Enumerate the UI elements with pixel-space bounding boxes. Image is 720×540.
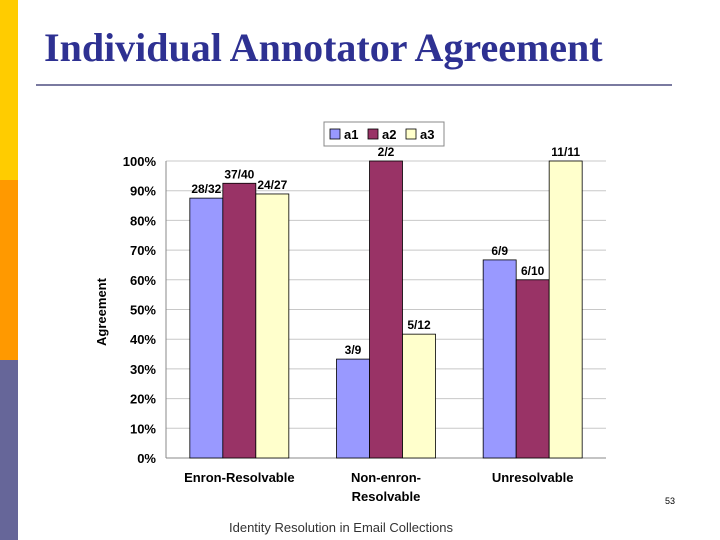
x-tick-label: Non-enron-: [351, 470, 421, 485]
legend-swatch-a2: [367, 128, 379, 140]
bar-a2-2: [515, 279, 550, 459]
title-divider: [36, 84, 672, 86]
bar-a2-1: [369, 160, 403, 459]
sidebar-middle-stripe: [0, 180, 18, 360]
legend-box: [323, 121, 445, 147]
footer-text: Identity Resolution in Email Collections: [229, 520, 453, 535]
bar-a3-2: [548, 160, 583, 459]
y-axis-title: Agreement: [94, 277, 109, 346]
y-tick-label: 10%: [130, 421, 156, 436]
y-tick-label: 70%: [130, 243, 156, 258]
x-tick-label: Unresolvable: [492, 470, 574, 485]
data-label: 37/40: [224, 167, 254, 181]
y-tick-label: 30%: [130, 362, 156, 377]
x-tick-label: Resolvable: [352, 489, 421, 504]
legend-label: a2: [382, 127, 396, 142]
page-number: 53: [665, 496, 676, 506]
data-label: 6/9: [491, 244, 508, 258]
data-label: 28/32: [191, 182, 221, 196]
legend-swatch-a1: [329, 128, 341, 140]
bar-a1-1: [336, 358, 370, 459]
data-label: 5/12: [407, 318, 431, 332]
bar-a3-1: [402, 333, 436, 459]
data-label: 6/10: [521, 264, 545, 278]
y-tick-label: 60%: [130, 273, 156, 288]
bar-a1-2: [482, 259, 517, 459]
data-label: 2/2: [378, 145, 395, 159]
y-tick-label: 0%: [137, 451, 156, 466]
legend-label: a1: [344, 127, 358, 142]
y-tick-label: 100%: [123, 154, 157, 169]
data-label: 24/27: [257, 178, 287, 192]
x-tick-label: Enron-Resolvable: [184, 470, 295, 485]
bar-a1-0: [189, 197, 224, 459]
bar-a3-0: [255, 193, 290, 459]
y-tick-label: 40%: [130, 332, 156, 347]
legend-swatch-a3: [405, 128, 417, 140]
data-label: 11/11: [551, 145, 580, 159]
y-tick-label: 90%: [130, 184, 156, 199]
sidebar-top-stripe: [0, 0, 18, 180]
y-tick-label: 80%: [130, 213, 156, 228]
sidebar-bottom-stripe: [0, 360, 18, 540]
y-tick-label: 50%: [130, 303, 156, 318]
legend-label: a3: [420, 127, 434, 142]
bar-a2-0: [222, 182, 257, 459]
slide-title: Individual Annotator Agreement: [44, 25, 603, 70]
y-tick-label: 20%: [130, 392, 156, 407]
data-label: 3/9: [345, 343, 362, 357]
